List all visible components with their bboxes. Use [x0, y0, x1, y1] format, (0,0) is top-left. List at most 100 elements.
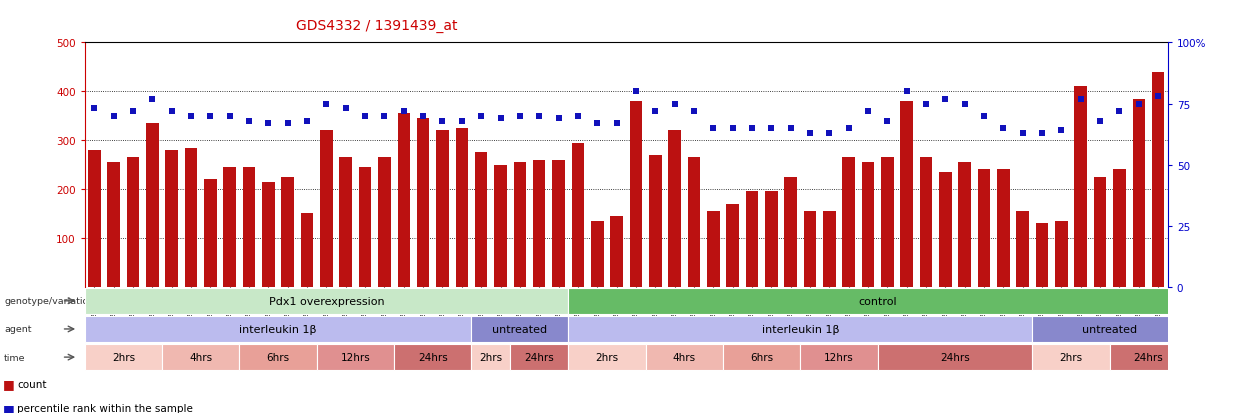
Point — [974, 113, 994, 120]
Text: interleukin 1β: interleukin 1β — [762, 324, 839, 334]
Point — [684, 108, 703, 115]
Bar — [456, 128, 468, 287]
Bar — [85, 344, 162, 370]
Text: 2hrs: 2hrs — [479, 352, 503, 362]
Bar — [1113, 170, 1125, 287]
Bar — [568, 288, 1188, 314]
Bar — [959, 163, 971, 287]
Bar — [1109, 344, 1188, 370]
Text: 24hrs: 24hrs — [418, 352, 448, 362]
Bar — [553, 160, 565, 287]
Point — [510, 113, 530, 120]
Text: 4hrs: 4hrs — [189, 352, 213, 362]
Bar — [397, 114, 410, 287]
Bar — [162, 344, 239, 370]
Point — [375, 113, 395, 120]
Point — [123, 108, 143, 115]
Point — [413, 113, 433, 120]
Bar — [166, 151, 178, 287]
Point — [220, 113, 240, 120]
Point — [839, 125, 859, 132]
Bar — [494, 165, 507, 287]
Point — [1091, 118, 1111, 125]
Bar — [301, 214, 314, 287]
Bar — [340, 158, 352, 287]
Point — [162, 108, 182, 115]
Bar — [571, 143, 584, 287]
Point — [85, 106, 105, 112]
Point — [801, 130, 820, 137]
Bar — [107, 163, 120, 287]
Point — [393, 108, 413, 115]
Bar — [474, 153, 488, 287]
Bar — [243, 168, 255, 287]
Point — [916, 101, 936, 107]
Text: control: control — [858, 296, 896, 306]
Text: count: count — [17, 379, 47, 389]
Text: 4hrs: 4hrs — [672, 352, 696, 362]
Bar — [320, 131, 332, 287]
Bar — [316, 344, 395, 370]
Point — [626, 89, 646, 95]
Point — [336, 106, 356, 112]
Text: 24hrs: 24hrs — [940, 352, 970, 362]
Bar — [514, 163, 527, 287]
Bar — [510, 344, 568, 370]
Point — [703, 125, 723, 132]
Text: 12hrs: 12hrs — [341, 352, 370, 362]
Text: ■: ■ — [2, 402, 14, 413]
Point — [1148, 94, 1168, 100]
Bar — [823, 211, 835, 287]
Point — [491, 116, 510, 122]
Bar — [417, 119, 430, 287]
Bar — [977, 170, 990, 287]
Point — [239, 118, 259, 125]
Bar — [1152, 73, 1164, 287]
Bar — [707, 211, 720, 287]
Bar — [939, 173, 951, 287]
Text: agent: agent — [4, 325, 31, 334]
Bar — [746, 192, 758, 287]
Bar — [127, 158, 139, 287]
Bar — [85, 288, 568, 314]
Point — [1032, 130, 1052, 137]
Bar — [359, 168, 371, 287]
Bar — [146, 124, 158, 287]
Bar — [764, 192, 778, 287]
Point — [588, 121, 608, 127]
Text: ■: ■ — [2, 377, 14, 390]
Bar — [630, 102, 642, 287]
Point — [878, 118, 898, 125]
Bar — [436, 131, 448, 287]
Point — [529, 113, 549, 120]
Bar — [1074, 87, 1087, 287]
Point — [742, 125, 762, 132]
Point — [316, 101, 336, 107]
Text: interleukin 1β: interleukin 1β — [239, 324, 316, 334]
Point — [781, 125, 801, 132]
Point — [568, 113, 588, 120]
Text: 24hrs: 24hrs — [1134, 352, 1163, 362]
Bar — [1036, 224, 1048, 287]
Text: 2hrs: 2hrs — [595, 352, 619, 362]
Point — [1129, 101, 1149, 107]
Point — [994, 125, 1013, 132]
Point — [1012, 130, 1032, 137]
Point — [432, 118, 452, 125]
Point — [1052, 128, 1072, 134]
Text: 2hrs: 2hrs — [112, 352, 134, 362]
Bar — [591, 221, 604, 287]
Text: 2hrs: 2hrs — [1059, 352, 1083, 362]
Point — [858, 108, 878, 115]
Bar — [223, 168, 237, 287]
Point — [935, 96, 955, 103]
Text: 12hrs: 12hrs — [824, 352, 854, 362]
Point — [181, 113, 200, 120]
Bar — [801, 344, 878, 370]
Point — [471, 113, 491, 120]
Bar — [920, 158, 933, 287]
Text: percentile rank within the sample: percentile rank within the sample — [17, 404, 193, 413]
Bar — [1016, 211, 1030, 287]
Bar — [1133, 100, 1145, 287]
Bar — [85, 316, 472, 342]
